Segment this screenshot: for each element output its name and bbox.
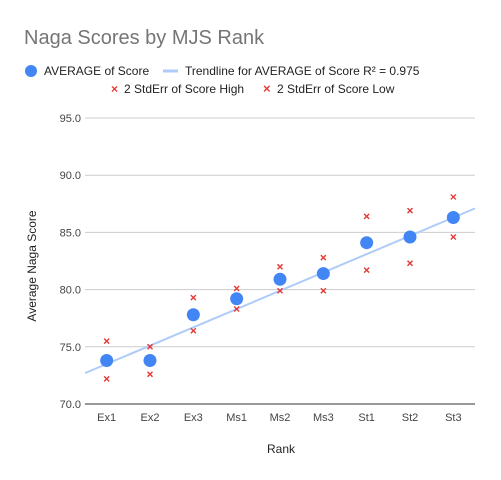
x-tick-label: Ex2	[141, 412, 160, 424]
x-tick-label: St3	[445, 412, 462, 424]
point-average	[403, 230, 417, 244]
point-stderr-high	[147, 343, 153, 350]
point-average	[186, 308, 200, 322]
cross-stroke	[450, 233, 457, 240]
x-tick-label: Ex1	[97, 412, 116, 424]
point-stderr-low	[363, 267, 370, 274]
cross-stroke	[147, 371, 153, 378]
point-stderr-high	[320, 254, 327, 261]
point-stderr-low	[277, 287, 283, 294]
y-axis-ticks: 70.0 75.0 80.0 85.0 90.0 95.0	[60, 113, 81, 411]
point-average	[360, 236, 374, 250]
point-stderr-low	[190, 327, 197, 334]
point-stderr-high	[103, 338, 110, 345]
cross-stroke	[190, 294, 197, 301]
point-stderr-high	[190, 294, 197, 301]
cross-stroke	[450, 193, 457, 200]
cross-stroke	[277, 263, 283, 270]
y-tick-label: 85.0	[60, 227, 81, 239]
cross-stroke	[103, 338, 110, 345]
cross-stroke	[407, 207, 413, 214]
x-tick-label: Ms1	[226, 412, 247, 424]
cross-stroke	[277, 287, 283, 294]
legend-label-trendline: Trendline for AVERAGE of Score R² = 0.97…	[185, 64, 420, 78]
gridlines	[85, 117, 475, 405]
y-tick-label: 70.0	[60, 399, 81, 411]
y-tick-label: 75.0	[60, 342, 81, 354]
point-stderr-low	[320, 287, 327, 294]
point-average	[316, 267, 330, 281]
point-stderr-low	[450, 233, 457, 240]
point-stderr-low	[233, 306, 240, 313]
cross-stroke	[407, 260, 413, 267]
cross-stroke	[320, 254, 327, 261]
cross-stroke	[190, 327, 197, 334]
y-tick-label: 90.0	[60, 170, 81, 182]
x-axis-ticks: Ex1 Ex2 Ex3 Ms1 Ms2 Ms3 St1 St2 St3	[97, 412, 461, 424]
x-tick-label: Ex3	[184, 412, 203, 424]
legend-marker-low: ×	[263, 81, 271, 96]
cross-stroke	[363, 213, 370, 220]
cross-stroke	[233, 306, 240, 313]
x-tick-label: St1	[358, 412, 375, 424]
chart-title: Naga Scores by MJS Rank	[24, 27, 265, 49]
point-average	[230, 292, 244, 306]
point-stderr-low	[103, 375, 110, 382]
data-points	[100, 193, 460, 382]
point-stderr-high	[277, 263, 283, 270]
point-average	[143, 354, 157, 368]
x-axis-title: Rank	[267, 442, 296, 456]
cross-stroke	[320, 287, 327, 294]
cross-stroke	[233, 285, 240, 292]
y-axis-title: Average Naga Score	[25, 210, 39, 322]
point-average	[273, 272, 287, 286]
point-average	[446, 211, 460, 225]
legend-label-average: AVERAGE of Score	[44, 64, 149, 78]
x-tick-label: St2	[402, 412, 419, 424]
legend-label-high: 2 StdErr of Score High	[124, 82, 244, 96]
cross-stroke	[103, 375, 110, 382]
point-stderr-high	[407, 207, 413, 214]
point-stderr-low	[147, 371, 153, 378]
x-tick-label: Ms2	[270, 412, 291, 424]
y-tick-label: 95.0	[60, 113, 81, 125]
point-average	[100, 354, 114, 368]
legend: AVERAGE of Score Trendline for AVERAGE o…	[25, 64, 420, 96]
point-stderr-high	[450, 193, 457, 200]
point-stderr-high	[233, 285, 240, 292]
legend-marker-high: ×	[111, 82, 118, 96]
x-tick-label: Ms3	[313, 412, 334, 424]
cross-stroke	[363, 267, 370, 274]
point-stderr-high	[363, 213, 370, 220]
point-stderr-low	[407, 260, 413, 267]
cross-stroke	[147, 343, 153, 350]
y-tick-label: 80.0	[60, 285, 81, 297]
legend-marker-average	[25, 65, 37, 77]
legend-label-low: 2 StdErr of Score Low	[277, 82, 395, 96]
